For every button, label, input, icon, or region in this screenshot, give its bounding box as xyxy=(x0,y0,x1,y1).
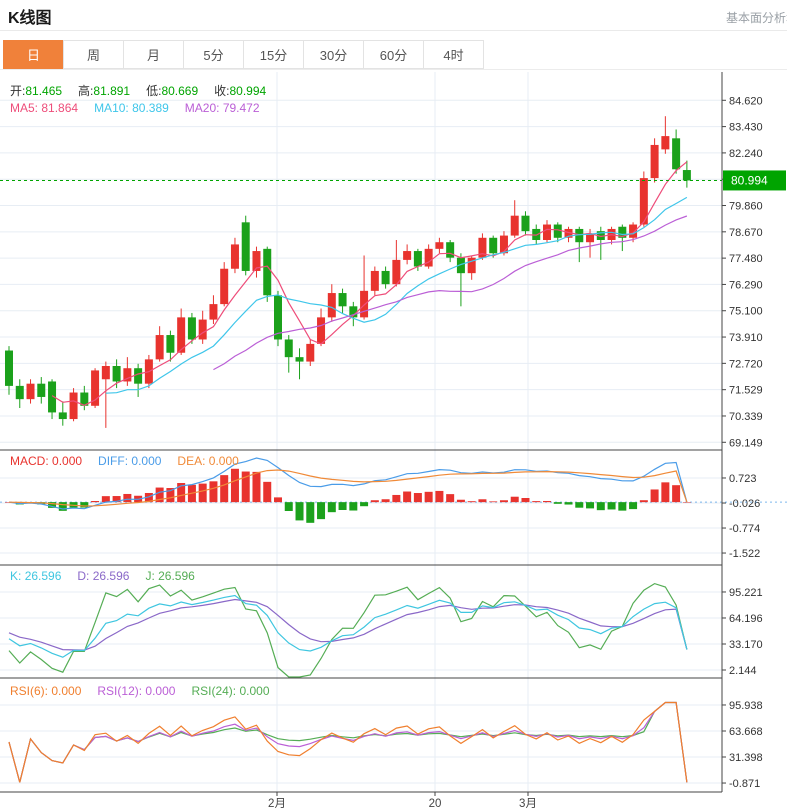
svg-text:82.240: 82.240 xyxy=(729,148,763,160)
svg-text:33.170: 33.170 xyxy=(729,639,763,651)
svg-text:76.290: 76.290 xyxy=(729,279,763,291)
svg-text:31.398: 31.398 xyxy=(729,752,763,764)
tab-week[interactable]: 周 xyxy=(63,40,124,69)
tab-4hour[interactable]: 4时 xyxy=(423,40,484,69)
rsi-legend: RSI(6): 0.000 RSI(12): 0.000 RSI(24): 0.00… xyxy=(10,684,270,698)
svg-text:95.221: 95.221 xyxy=(729,587,763,599)
period-tab-bar: 日 周 月 5分 15分 30分 60分 4时 xyxy=(3,40,484,69)
ohlc-legend: 开:81.465 高:81.891 低:80.669 收:80.994 xyxy=(10,84,267,98)
ma-legend: MA5: 81.864 MA10: 80.389 MA20: 79.472 xyxy=(10,101,260,115)
svg-text:95.938: 95.938 xyxy=(729,700,763,712)
svg-text:20: 20 xyxy=(429,798,442,810)
svg-text:78.670: 78.670 xyxy=(729,227,763,239)
svg-text:83.430: 83.430 xyxy=(729,122,763,134)
header-divider xyxy=(0,30,787,31)
svg-text:69.149: 69.149 xyxy=(729,437,763,449)
svg-text:80.994: 80.994 xyxy=(731,173,768,187)
tabbar-divider xyxy=(0,69,787,70)
tab-5min[interactable]: 5分 xyxy=(183,40,244,69)
macd-legend: MACD: 0.000 DIFF: 0.000 DEA: 0.000 xyxy=(10,454,239,468)
tab-30min[interactable]: 30分 xyxy=(303,40,364,69)
svg-text:-0.871: -0.871 xyxy=(729,778,760,790)
svg-text:70.339: 70.339 xyxy=(729,411,763,423)
svg-text:63.668: 63.668 xyxy=(729,726,763,738)
svg-text:-0.026: -0.026 xyxy=(729,498,760,510)
svg-text:-1.522: -1.522 xyxy=(729,548,760,560)
fundamental-analysis-link[interactable]: 基本面分析> xyxy=(725,11,787,25)
svg-text:84.620: 84.620 xyxy=(729,95,763,107)
svg-text:3月: 3月 xyxy=(519,798,537,810)
tab-15min[interactable]: 15分 xyxy=(243,40,304,69)
svg-text:2.144: 2.144 xyxy=(729,665,757,677)
svg-text:77.480: 77.480 xyxy=(729,253,763,265)
svg-text:72.720: 72.720 xyxy=(729,358,763,370)
svg-text:79.860: 79.860 xyxy=(729,201,763,213)
kdj-legend: K: 26.596 D: 26.596 J: 26.596 xyxy=(10,569,195,583)
svg-text:75.100: 75.100 xyxy=(729,306,763,318)
svg-text:-0.774: -0.774 xyxy=(729,523,760,535)
svg-text:71.529: 71.529 xyxy=(729,385,763,397)
svg-text:0.723: 0.723 xyxy=(729,473,757,485)
svg-text:2月: 2月 xyxy=(268,798,286,810)
tab-day[interactable]: 日 xyxy=(3,40,64,69)
tab-60min[interactable]: 60分 xyxy=(363,40,424,69)
tab-month[interactable]: 月 xyxy=(123,40,184,69)
svg-text:73.910: 73.910 xyxy=(729,332,763,344)
svg-text:64.196: 64.196 xyxy=(729,613,763,625)
page-title: K线图 xyxy=(8,10,52,27)
